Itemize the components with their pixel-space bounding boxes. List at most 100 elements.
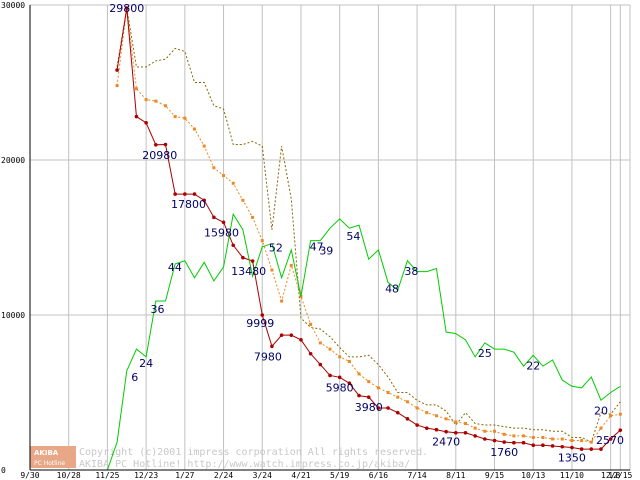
series-red-point xyxy=(279,333,284,337)
x-tick-label: 2/24 xyxy=(214,471,233,480)
series-red-point xyxy=(599,447,603,451)
series-orange-point xyxy=(163,104,167,108)
series-red-point xyxy=(124,6,129,10)
series-orange-point xyxy=(357,372,361,376)
series-red-point xyxy=(376,406,381,410)
series-orange-point xyxy=(280,299,284,303)
series-red-point xyxy=(221,220,226,225)
series-red-point xyxy=(154,143,158,147)
series-orange-point xyxy=(599,426,603,430)
logo-top-text: AKIBA xyxy=(34,449,59,457)
series-orange-point xyxy=(580,439,584,443)
series-red-point xyxy=(241,255,245,260)
series-red-point xyxy=(415,423,419,427)
series-red-point xyxy=(212,215,216,220)
series-orange-point xyxy=(241,198,245,202)
series-red-point xyxy=(318,362,323,367)
data-label: 1350 xyxy=(558,452,586,465)
x-tick-label: 12/15 xyxy=(608,471,632,480)
data-label: 3980 xyxy=(355,401,383,414)
series-red-point xyxy=(608,437,613,441)
x-tick-label: 10/28 xyxy=(57,471,81,480)
series-red-point xyxy=(289,333,294,337)
y-tick-label: 20000 xyxy=(1,156,25,165)
series-red-point xyxy=(337,375,342,380)
data-label: 29800 xyxy=(109,2,144,15)
series-orange-point xyxy=(376,386,380,390)
series-red-point xyxy=(434,427,439,432)
series-red-point xyxy=(521,440,526,445)
series-orange-point xyxy=(318,341,322,345)
series-red-point xyxy=(270,344,274,349)
series-orange-point xyxy=(347,360,351,363)
series-red-point xyxy=(570,445,574,450)
series-red-point xyxy=(579,447,584,451)
data-label: 36 xyxy=(150,303,164,316)
series-orange-point xyxy=(260,239,264,243)
series-layer xyxy=(106,6,623,471)
series-orange-point xyxy=(405,400,409,404)
series-red-point xyxy=(134,114,139,119)
data-label: 2570 xyxy=(596,434,624,447)
series-red-point xyxy=(299,338,303,342)
series-red-point xyxy=(231,243,236,248)
series-orange-point xyxy=(396,395,400,399)
data-label: 48 xyxy=(385,282,399,295)
series-orange-point xyxy=(154,99,158,103)
series-olive-line xyxy=(116,8,621,443)
data-labels: 29800 624 20980 36 44 17800 15980 13480 9999 52 79… xyxy=(109,2,624,465)
data-label: 52 xyxy=(269,242,283,255)
series-orange-point xyxy=(289,263,293,267)
y-tick-label: 0 xyxy=(1,466,6,475)
x-tick-label: 9/30 xyxy=(20,471,39,480)
x-tick-label: 6/16 xyxy=(369,471,388,480)
series-orange-point xyxy=(531,435,535,439)
x-tick-label: 9/15 xyxy=(485,471,504,480)
grid-lines xyxy=(30,4,631,470)
series-orange-point xyxy=(386,391,390,394)
series-red-point xyxy=(347,381,352,386)
series-orange-point xyxy=(444,417,448,421)
series-orange-point xyxy=(144,98,148,102)
series-orange-point xyxy=(551,437,555,441)
series-red-point xyxy=(328,373,332,378)
series-red-point xyxy=(163,142,168,147)
y-tick-label: 10000 xyxy=(1,311,25,320)
series-orange-point xyxy=(493,429,497,433)
series-orange-point xyxy=(212,166,216,170)
data-label: 39 xyxy=(319,245,333,258)
series-red-point xyxy=(483,437,487,441)
series-orange-point xyxy=(483,429,487,433)
data-label: 6 xyxy=(131,371,138,384)
series-orange-point xyxy=(222,174,226,177)
series-red-point xyxy=(424,426,429,430)
data-label: 25 xyxy=(478,347,492,360)
y-tick-label: 30000 xyxy=(1,1,25,10)
series-orange-point xyxy=(251,215,255,219)
series-red-point xyxy=(531,443,536,448)
data-label: 7980 xyxy=(254,350,282,363)
series-red-point xyxy=(144,121,148,125)
series-orange-point xyxy=(270,268,274,272)
data-label: 13480 xyxy=(231,265,266,278)
series-red-point xyxy=(183,192,187,196)
series-orange-point xyxy=(589,440,593,444)
series-orange-point xyxy=(454,420,458,424)
x-tick-label: 12/23 xyxy=(134,471,158,480)
series-orange-point xyxy=(115,84,119,88)
series-orange-point xyxy=(193,127,197,131)
series-red-point xyxy=(560,444,565,449)
data-label: 17800 xyxy=(171,198,206,211)
series-red-point xyxy=(444,429,448,434)
series-orange-point xyxy=(609,414,613,418)
x-tick-label: 8/11 xyxy=(446,471,465,480)
series-orange-point xyxy=(425,411,429,415)
copyright-text: Copyright (c)2001 impress corporation Al… xyxy=(79,447,428,458)
series-orange-point xyxy=(473,426,477,430)
data-label: 2470 xyxy=(432,436,460,449)
data-label: 1760 xyxy=(490,446,518,459)
series-orange-point xyxy=(522,434,526,438)
series-orange-point xyxy=(231,181,235,185)
series-red-point xyxy=(202,198,206,203)
